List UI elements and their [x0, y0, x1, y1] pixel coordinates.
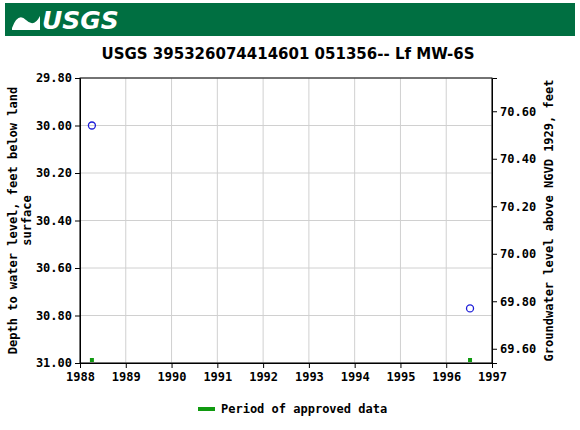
tick: 1990 — [158, 363, 187, 384]
tick-label: 30.00 — [36, 119, 72, 133]
tick-label: 1988 — [66, 370, 95, 384]
y2-axis-title: Groundwater level above NGVD 1929, feet — [542, 80, 556, 362]
tick-label: 1992 — [249, 370, 278, 384]
grid-line-y — [80, 173, 492, 174]
tick-label: 30.40 — [36, 214, 72, 228]
tick-mark — [446, 363, 447, 368]
tick-label: 30.80 — [36, 309, 72, 323]
tick-label: 69.80 — [500, 295, 536, 309]
approved-period — [90, 358, 94, 362]
data-point — [467, 305, 474, 312]
y-axis-title-line: surface — [20, 195, 34, 246]
logo-text: USGS — [42, 6, 119, 35]
tick: 69.60 — [492, 342, 536, 356]
tick-label: 69.60 — [500, 342, 536, 356]
tick-mark — [492, 349, 497, 350]
x-axis: 1988 1989 1990 1991 1992 1993 1994 1995 1996 1997 — [66, 363, 507, 384]
tick-mark — [75, 173, 80, 174]
tick-label: 1989 — [112, 370, 141, 384]
tick: 70.00 — [492, 247, 536, 261]
legend: Period of approved data — [198, 402, 387, 416]
tick-mark — [355, 363, 356, 368]
axis-line — [81, 364, 493, 369]
tick: 30.60 — [36, 261, 80, 275]
tick-mark — [172, 363, 173, 368]
tick-label: 30.20 — [36, 166, 72, 180]
tick-mark — [400, 363, 401, 368]
tick: 70.40 — [492, 152, 536, 166]
grid-line-y — [80, 315, 492, 316]
tick: 29.80 — [36, 71, 80, 85]
axis-line — [493, 79, 498, 364]
y-axis-title: Depth to water level, feet below landsur… — [6, 87, 34, 354]
tick-label: 70.20 — [500, 200, 536, 214]
axis-line — [75, 79, 81, 364]
tick-mark — [217, 363, 218, 368]
tick-mark — [492, 111, 497, 112]
legend-swatch — [198, 407, 215, 411]
tick-label: 1991 — [203, 370, 232, 384]
grid-line-y — [80, 125, 492, 126]
tick: 1992 — [249, 363, 278, 384]
tick-label: 29.80 — [36, 71, 72, 85]
tick-mark — [75, 221, 80, 222]
tick: 30.20 — [36, 166, 80, 180]
tick-mark — [492, 159, 497, 160]
tick: 69.80 — [492, 295, 536, 309]
tick-label: 1994 — [341, 370, 370, 384]
tick-mark — [75, 268, 80, 269]
tick-mark — [263, 363, 264, 368]
tick: 30.80 — [36, 309, 80, 323]
data-point — [88, 122, 95, 129]
tick-label: 70.40 — [500, 152, 536, 166]
chart-title: USGS 395326074414601 051356-- Lf MW-6S — [102, 45, 475, 63]
header-bar — [5, 3, 575, 36]
y2-axis: 69.60 69.80 70.00 70.20 70.40 70.60 — [492, 79, 536, 364]
tick: 1997 — [478, 363, 507, 384]
tick-mark — [75, 78, 80, 79]
tick-label: 70.00 — [500, 247, 536, 261]
tick-label: 70.60 — [500, 105, 536, 119]
grid — [80, 78, 492, 363]
tick-label: 1995 — [386, 370, 415, 384]
tick-mark — [126, 363, 127, 368]
tick-mark — [492, 206, 497, 207]
tick-label: 1993 — [295, 370, 324, 384]
chart-container: USGS USGS 395326074414601 051356-- Lf MW-… — [0, 0, 580, 430]
tick: 1995 — [386, 363, 415, 384]
tick: 30.00 — [36, 119, 80, 133]
tick: 1989 — [112, 363, 141, 384]
logo-wave — [12, 16, 40, 30]
y-axis-title-line: Depth to water level, feet below land — [6, 87, 20, 354]
tick: 70.60 — [492, 105, 536, 119]
plot-area — [88, 122, 473, 362]
tick-mark — [75, 316, 80, 317]
tick-mark — [75, 126, 80, 127]
tick-label: 31.00 — [36, 356, 72, 370]
tick: 1994 — [341, 363, 370, 384]
tick: 30.40 — [36, 214, 80, 228]
header: USGS — [5, 3, 575, 36]
tick-label: 1996 — [432, 370, 461, 384]
tick: 1996 — [432, 363, 461, 384]
tick-label: 30.60 — [36, 261, 72, 275]
tick-mark — [492, 254, 497, 255]
tick-mark — [309, 363, 310, 368]
tick: 1991 — [203, 363, 232, 384]
y-axis: 29.80 30.00 30.20 30.40 30.60 30.80 31.00 — [36, 71, 81, 370]
tick-mark — [492, 301, 497, 302]
tick: 70.20 — [492, 200, 536, 214]
tick: 31.00 — [36, 356, 80, 370]
tick-label: 1997 — [478, 370, 507, 384]
tick-label: 1990 — [158, 370, 187, 384]
grid-line-y — [80, 268, 492, 269]
chart-svg: USGS USGS 395326074414601 051356-- Lf MW-… — [0, 0, 580, 430]
plot-frame — [80, 78, 492, 363]
approved-period — [468, 358, 472, 362]
grid-line-y — [80, 220, 492, 221]
tick-mark — [75, 363, 80, 364]
tick: 1993 — [295, 363, 324, 384]
legend-label: Period of approved data — [221, 402, 387, 416]
